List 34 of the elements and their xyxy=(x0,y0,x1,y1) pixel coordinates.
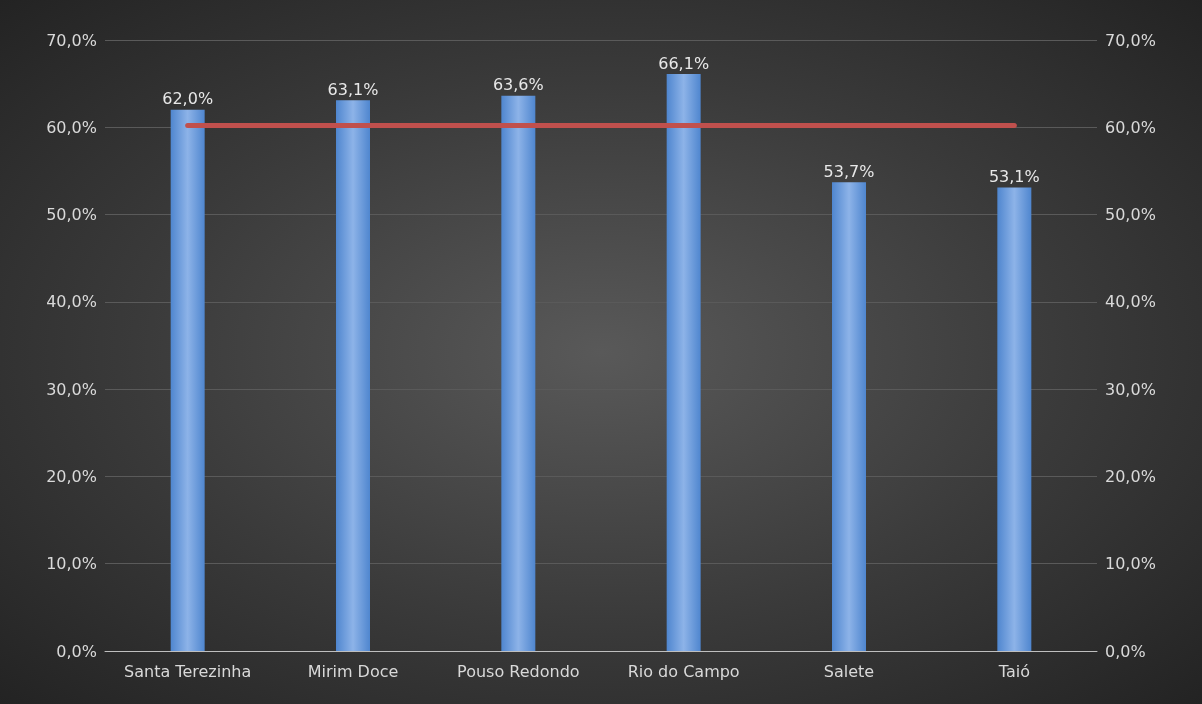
data-label: 66,1% xyxy=(658,53,710,73)
data-label: 63,6% xyxy=(492,75,544,95)
x-tick-label: Taió xyxy=(997,661,1030,681)
y-tick-label: 50,0% xyxy=(46,205,97,225)
y2-tick-label: 20,0% xyxy=(1105,466,1156,486)
y2-tick-label: 40,0% xyxy=(1105,292,1156,312)
y-tick-label: 70,0% xyxy=(46,30,97,50)
x-tick-label: Mirim Doce xyxy=(307,661,399,681)
y-tick-label: 20,0% xyxy=(46,466,97,486)
bar xyxy=(336,100,370,651)
data-label: 53,1% xyxy=(988,167,1040,187)
bar xyxy=(997,187,1032,651)
x-tick-label: Pouso Redondo xyxy=(457,661,580,681)
data-label: 62,0% xyxy=(162,89,214,109)
y2-tick-label: 0,0% xyxy=(1105,641,1146,661)
y2-tick-label: 50,0% xyxy=(1105,205,1156,225)
bar xyxy=(170,109,205,651)
bar xyxy=(832,182,866,651)
y-tick-label: 60,0% xyxy=(46,117,97,137)
x-tick-label: Rio do Campo xyxy=(627,661,740,681)
y-tick-label: 40,0% xyxy=(46,292,97,312)
data-label: 63,1% xyxy=(327,79,379,99)
data-label: 53,7% xyxy=(823,161,875,181)
y2-tick-label: 10,0% xyxy=(1105,554,1156,574)
y-tick-label: 10,0% xyxy=(46,554,97,574)
y-tick-label: 0,0% xyxy=(56,641,97,661)
bar xyxy=(666,74,701,651)
y2-tick-label: 70,0% xyxy=(1105,30,1156,50)
y2-tick-label: 60,0% xyxy=(1105,117,1156,137)
y2-tick-label: 30,0% xyxy=(1105,379,1156,399)
x-tick-label: Salete xyxy=(823,661,875,681)
bar xyxy=(501,95,536,651)
y-tick-label: 30,0% xyxy=(46,379,97,399)
x-tick-label: Santa Terezinha xyxy=(124,661,252,681)
